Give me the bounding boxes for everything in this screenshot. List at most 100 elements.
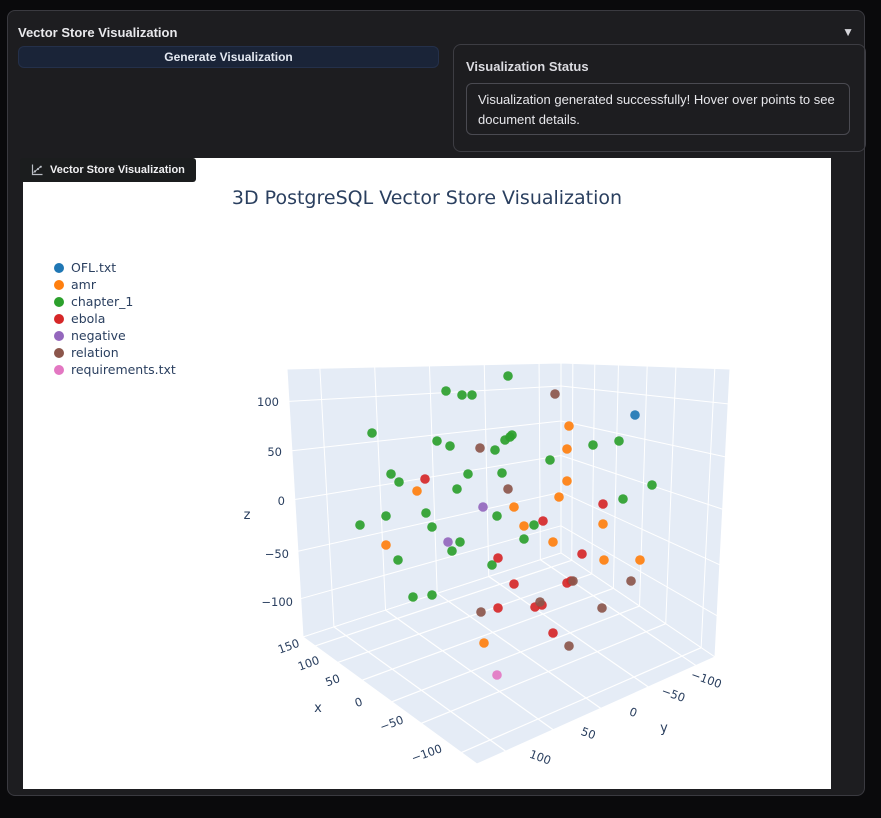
scatter-point-chapter_1[interactable] <box>487 560 497 570</box>
scatter-point-negative[interactable] <box>443 537 453 547</box>
collapse-arrow-icon[interactable]: ▼ <box>842 25 854 39</box>
scatter-point-chapter_1[interactable] <box>355 520 365 530</box>
x-tick-label: 50 <box>323 671 342 689</box>
scatter-point-relation[interactable] <box>476 607 486 617</box>
grid-line <box>300 525 562 600</box>
grid-line <box>560 491 721 566</box>
scatter-point-chapter_1[interactable] <box>445 441 455 451</box>
scatter-point-amr[interactable] <box>562 444 572 454</box>
scatter-point-chapter_1[interactable] <box>447 546 457 556</box>
scatter-point-amr[interactable] <box>564 421 574 431</box>
grid-line <box>461 647 702 754</box>
scatter-point-relation[interactable] <box>550 389 560 399</box>
scatter-point-amr[interactable] <box>599 555 609 565</box>
scatter-point-chapter_1[interactable] <box>427 522 437 532</box>
x-tick-label: −100 <box>409 741 443 765</box>
grid-line <box>538 363 541 560</box>
scatter-point-relation[interactable] <box>568 576 578 586</box>
scatter-point-chapter_1[interactable] <box>386 469 396 479</box>
scatter-point-chapter_1[interactable] <box>519 534 529 544</box>
status-textbox[interactable]: Visualization generated successfully! Ho… <box>466 83 850 135</box>
scatter-point-chapter_1[interactable] <box>394 477 404 487</box>
scatter-point-amr[interactable] <box>381 540 391 550</box>
scatter-point-chapter_1[interactable] <box>408 592 418 602</box>
scatter-point-relation[interactable] <box>626 576 636 586</box>
scatter-point-chapter_1[interactable] <box>427 590 437 600</box>
legend-marker <box>54 263 64 273</box>
scatter-point-chapter_1[interactable] <box>497 468 507 478</box>
scatter-point-amr[interactable] <box>519 521 529 531</box>
scatter-point-chapter_1[interactable] <box>393 555 403 565</box>
scatter-point-ebola[interactable] <box>538 516 548 526</box>
scatter-point-amr[interactable] <box>412 486 422 496</box>
scatter-point-chapter_1[interactable] <box>614 436 624 446</box>
scatter-point-chapter_1[interactable] <box>507 430 517 440</box>
scatter-point-amr[interactable] <box>509 502 519 512</box>
z-tick-label: 0 <box>278 494 285 508</box>
scatter-point-relation[interactable] <box>535 597 545 607</box>
y-axis-title: y <box>660 721 668 736</box>
scatter-point-chapter_1[interactable] <box>455 537 465 547</box>
generate-visualization-button[interactable]: Generate Visualization <box>18 46 439 68</box>
scatter-point-chapter_1[interactable] <box>529 520 539 530</box>
scatter-point-chapter_1[interactable] <box>647 480 657 490</box>
scatter-point-relation[interactable] <box>475 443 485 453</box>
legend-item-OFL.txt[interactable]: OFL.txt <box>54 260 116 275</box>
grid-line <box>374 367 387 611</box>
scatter-point-chapter_1[interactable] <box>618 494 628 504</box>
scatter-point-ebola[interactable] <box>548 628 558 638</box>
scatter-point-amr[interactable] <box>598 519 608 529</box>
scatter-point-ebola[interactable] <box>598 499 608 509</box>
scatter-point-chapter_1[interactable] <box>503 371 513 381</box>
legend-item-amr[interactable]: amr <box>54 277 97 292</box>
plot-area: 3D PostgreSQL Vector Store Visualization… <box>23 158 831 789</box>
legend-item-relation[interactable]: relation <box>54 345 119 360</box>
scatter-point-chapter_1[interactable] <box>545 455 555 465</box>
scatter-point-chapter_1[interactable] <box>463 469 473 479</box>
legend-label: amr <box>71 277 97 292</box>
scatter-point-OFL.txt[interactable] <box>630 410 640 420</box>
scatter-point-amr[interactable] <box>548 537 558 547</box>
scatter-point-chapter_1[interactable] <box>432 436 442 446</box>
scatter-point-ebola[interactable] <box>420 474 430 484</box>
scatter-point-chapter_1[interactable] <box>467 390 477 400</box>
grid-line <box>291 420 562 452</box>
scatter-point-chapter_1[interactable] <box>367 428 377 438</box>
scatter-point-amr[interactable] <box>562 476 572 486</box>
scatter-point-ebola[interactable] <box>509 579 519 589</box>
scatter-point-ebola[interactable] <box>577 549 587 559</box>
scatter-point-chapter_1[interactable] <box>588 440 598 450</box>
scatter-point-relation[interactable] <box>597 603 607 613</box>
scatter-point-amr[interactable] <box>635 555 645 565</box>
legend-label: chapter_1 <box>71 294 133 309</box>
legend-label: ebola <box>71 311 105 326</box>
scatter-point-chapter_1[interactable] <box>452 484 462 494</box>
legend-item-requirements.txt[interactable]: requirements.txt <box>54 362 176 377</box>
legend-item-ebola[interactable]: ebola <box>54 311 105 326</box>
grid-line <box>385 609 554 731</box>
scatter-point-chapter_1[interactable] <box>441 386 451 396</box>
x-tick-label: 0 <box>353 694 365 710</box>
legend-item-negative[interactable]: negative <box>54 328 126 343</box>
scatter-point-negative[interactable] <box>478 502 488 512</box>
grid-line <box>337 573 592 663</box>
scatter-point-amr[interactable] <box>479 638 489 648</box>
scatter-point-relation[interactable] <box>503 484 513 494</box>
scatter-point-chapter_1[interactable] <box>492 511 502 521</box>
grid-line <box>612 365 619 589</box>
scatter-point-chapter_1[interactable] <box>490 445 500 455</box>
scatter-point-chapter_1[interactable] <box>457 390 467 400</box>
scatter-point-chapter_1[interactable] <box>381 511 391 521</box>
plot-label-chip-text: Vector Store Visualization <box>50 164 185 176</box>
legend-item-chapter_1[interactable]: chapter_1 <box>54 294 133 309</box>
grid-line <box>540 559 697 667</box>
scatter-point-ebola[interactable] <box>493 553 503 563</box>
z-tick-label: 50 <box>267 445 282 459</box>
scatter-point-chapter_1[interactable] <box>421 508 431 518</box>
scatter-point-relation[interactable] <box>564 641 574 651</box>
scatter-point-requirements.txt[interactable] <box>492 670 502 680</box>
scatter-point-amr[interactable] <box>554 492 564 502</box>
legend-marker <box>54 348 64 358</box>
scatter-point-ebola[interactable] <box>493 603 503 613</box>
